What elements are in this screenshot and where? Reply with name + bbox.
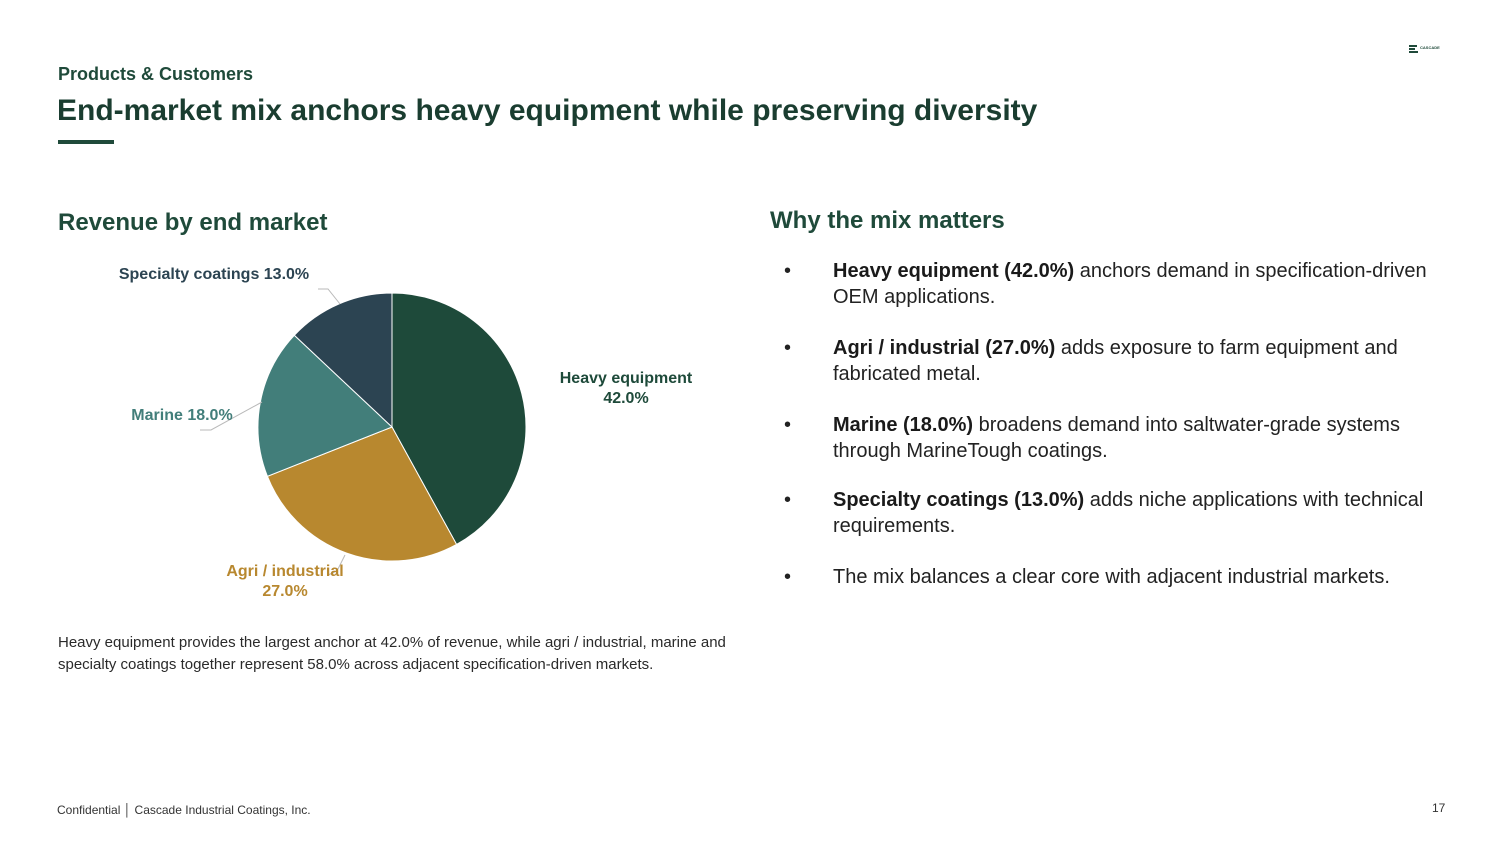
logo-text: CASCADE <box>1420 45 1440 50</box>
footer-text: Confidential │ Cascade Industrial Coatin… <box>57 803 311 817</box>
leader-line <box>327 554 346 576</box>
slice-label: Marine 18.0% <box>131 407 232 424</box>
bullet-item: • Specialty coatings (13.0%) adds niche … <box>780 487 1440 539</box>
slice-label: Agri / industrial 27.0% <box>226 563 343 600</box>
bullet-item: • Agri / industrial (27.0%) adds exposur… <box>780 335 1440 387</box>
slice-label: Heavy equipment 42.0% <box>560 370 693 407</box>
bullet-dot: • <box>784 260 792 282</box>
slice-label: Specialty coatings 13.0% <box>119 266 309 283</box>
page-title: End-market mix anchors heavy equipment w… <box>57 94 1038 127</box>
bullet-list: • Heavy equipment (42.0%) anchors demand… <box>780 258 1440 590</box>
bullet-item: • Marine (18.0%) broadens demand into sa… <box>780 412 1440 464</box>
bullet-bold: Agri / industrial (27.0%) <box>833 337 1056 359</box>
chart-title: Revenue by end market <box>58 209 328 236</box>
bullet-text: The mix balances a clear core with adjac… <box>833 566 1390 588</box>
bullet-bold: Heavy equipment (42.0%) <box>833 260 1075 282</box>
bullet-dot: • <box>784 489 792 511</box>
bullet-text: anchors demand in specification-driven O… <box>833 260 1427 308</box>
bullet-text: adds exposure to farm equipment and fabr… <box>833 337 1398 385</box>
bullet-item: • The mix balances a clear core with adj… <box>780 564 1440 590</box>
bullet-dot: • <box>784 566 792 588</box>
pie-chart: Heavy equipment 42.0% Agri / industrial 27.… <box>119 266 693 600</box>
page-number: 17 <box>1432 801 1446 815</box>
chart-caption: Heavy equipment provides the largest anc… <box>58 634 726 673</box>
bullet-text: adds niche applications with technical r… <box>833 489 1424 537</box>
leader-line <box>200 401 263 431</box>
pie-slice <box>293 292 393 429</box>
bullet-text: broadens demand into saltwater-grade sys… <box>833 414 1400 462</box>
leader-line <box>318 288 341 305</box>
bullet-dot: • <box>784 337 792 359</box>
bullet-bold: Marine (18.0%) <box>833 414 974 436</box>
panel-title: Why the mix matters <box>770 207 1005 234</box>
bullet-dot: • <box>784 414 792 436</box>
title-underline <box>58 140 114 144</box>
pie-slice <box>266 426 458 562</box>
company-logo: CASCADE <box>1409 44 1440 54</box>
pie-slice <box>391 292 527 546</box>
bullet-bold: Specialty coatings (13.0%) <box>833 489 1085 511</box>
section-label: Products & Customers <box>58 64 254 84</box>
pie-slice <box>257 334 393 477</box>
bullet-item: • Heavy equipment (42.0%) anchors demand… <box>780 258 1440 310</box>
